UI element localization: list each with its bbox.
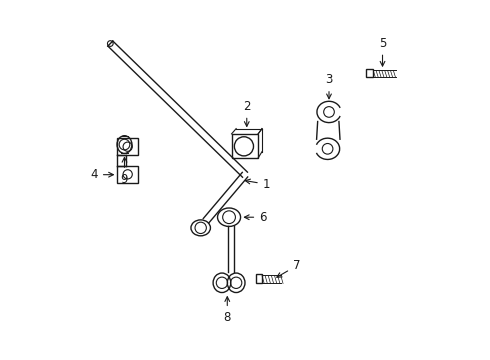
Bar: [256, 274, 262, 283]
Text: 6: 6: [245, 211, 267, 224]
Text: 2: 2: [243, 100, 250, 126]
Text: 3: 3: [325, 73, 333, 99]
Text: 9: 9: [121, 157, 128, 186]
Bar: [232, 134, 258, 158]
Bar: [118, 138, 138, 155]
Text: 4: 4: [91, 168, 113, 181]
Text: 8: 8: [223, 297, 231, 324]
Text: 7: 7: [277, 259, 300, 277]
Bar: [118, 166, 138, 183]
Text: 1: 1: [245, 178, 270, 191]
Bar: [366, 69, 373, 77]
Text: 5: 5: [379, 37, 386, 66]
